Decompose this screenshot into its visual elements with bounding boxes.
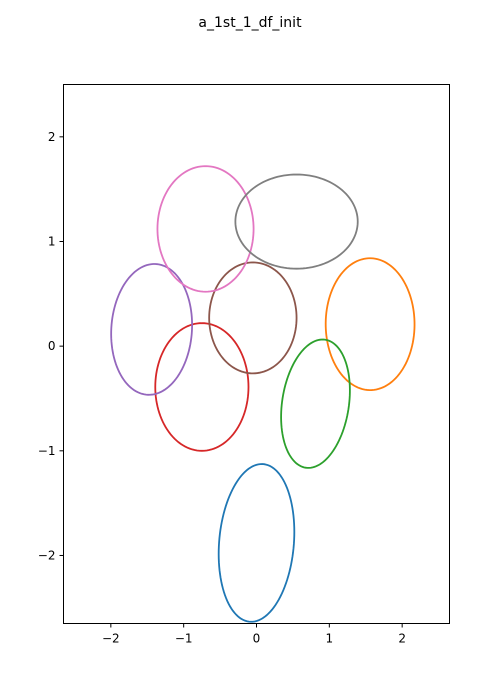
plot-area-frame [63, 84, 450, 624]
ellipse-series-3 [280, 338, 351, 469]
ellipse-series-1 [217, 463, 296, 623]
ellipse-series-8 [234, 173, 359, 270]
y-tick-label: 2 [48, 130, 56, 144]
y-tick-label: 1 [48, 234, 56, 248]
ellipse-series-2 [324, 257, 416, 391]
x-tick-label: 0 [253, 632, 261, 646]
x-tick-label: 1 [326, 632, 334, 646]
ellipse-series-7 [156, 165, 255, 293]
x-tick-label: −2 [102, 632, 120, 646]
x-tick-label: 2 [398, 632, 406, 646]
ellipse-series-4 [154, 322, 250, 452]
ellipse-layer [110, 165, 416, 623]
y-tick-label: 0 [48, 339, 56, 353]
chart-title: a_1st_1_df_init [198, 15, 302, 31]
x-axis: −2 −1 0 1 2 [102, 623, 406, 646]
ellipse-series-5 [110, 263, 193, 396]
x-tick-label: −1 [175, 632, 193, 646]
y-tick-label: −2 [38, 548, 56, 562]
y-axis: −2 −1 0 1 2 [38, 130, 64, 562]
y-tick-label: −1 [38, 444, 56, 458]
ellipse-series-6 [208, 261, 298, 375]
